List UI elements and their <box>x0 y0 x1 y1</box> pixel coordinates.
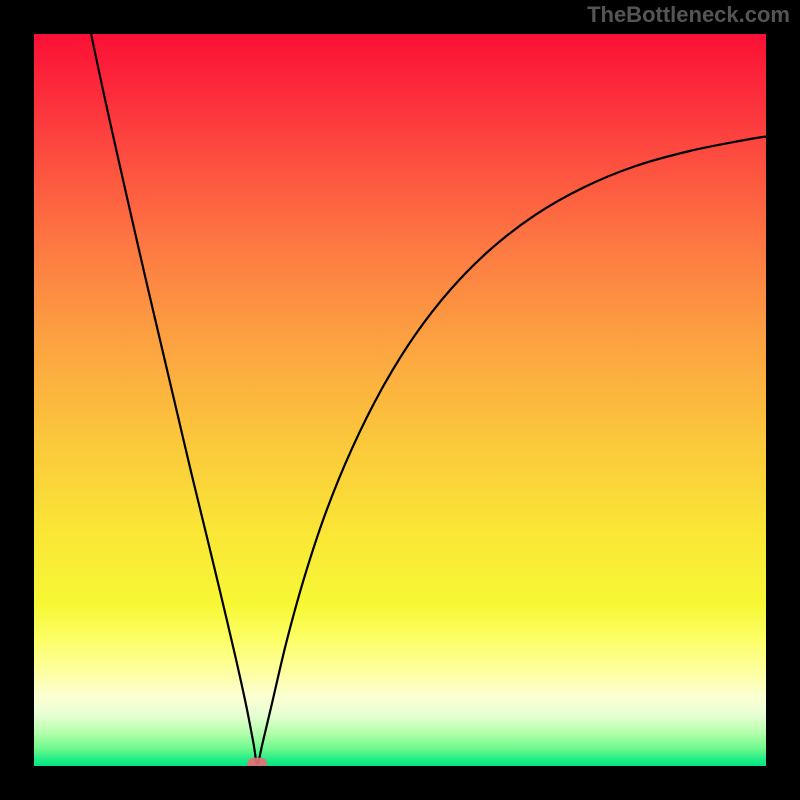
plot-area <box>34 34 766 766</box>
chart-container: TheBottleneck.com <box>0 0 800 800</box>
gradient-background <box>34 34 766 766</box>
watermark-text: TheBottleneck.com <box>587 2 790 28</box>
